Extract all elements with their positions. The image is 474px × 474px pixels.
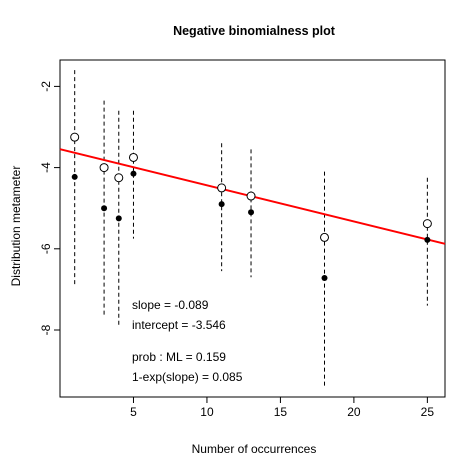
filled-dot-point — [115, 215, 122, 222]
y-tick-label: -6 — [39, 243, 53, 254]
x-tick-label: 10 — [200, 405, 214, 419]
annotation-text: prob : ML = 0.159 — [132, 350, 226, 364]
x-axis-label: Number of occurrences — [192, 442, 317, 456]
x-tick-label: 20 — [347, 405, 361, 419]
open-circle-point — [217, 183, 227, 193]
open-circle-point — [422, 219, 432, 229]
y-tick-label: -8 — [39, 324, 53, 335]
x-tick-label: 15 — [274, 405, 288, 419]
data-points — [70, 132, 432, 282]
filled-dot-point — [71, 173, 78, 180]
plot-box — [59, 59, 446, 398]
annotation-text: 1-exp(slope) = 0.085 — [132, 370, 243, 384]
filled-dot-point — [101, 205, 108, 212]
filled-dot-point — [424, 236, 431, 243]
y-axis-label: Distribution metameter — [9, 166, 23, 287]
open-circle-point — [128, 152, 138, 162]
open-circle-point — [320, 232, 330, 242]
filled-dot-point — [248, 209, 255, 216]
open-circle-point — [114, 173, 124, 183]
open-circle-point — [246, 191, 256, 201]
x-tick-label: 25 — [421, 405, 435, 419]
open-circle-point — [70, 132, 80, 142]
confidence-intervals — [74, 70, 428, 387]
annotation-text: intercept = -3.546 — [132, 318, 226, 332]
open-circle-point — [99, 163, 109, 173]
chart-title: Negative binomialness plot — [173, 24, 336, 38]
y-tick-label: -2 — [39, 81, 53, 92]
y-tick-label: -4 — [39, 162, 53, 173]
annotation-text: slope = -0.089 — [132, 298, 209, 312]
filled-dot-point — [218, 201, 225, 208]
x-tick-label: 5 — [130, 405, 137, 419]
filled-dot-point — [321, 275, 328, 282]
x-axis: 5 10 15 20 25 — [130, 397, 434, 419]
annotation-block: slope = -0.089 intercept = -3.546 prob : M… — [132, 298, 243, 384]
y-axis: -2 -4 -6 -8 — [39, 81, 60, 335]
filled-dot-point — [130, 170, 137, 177]
